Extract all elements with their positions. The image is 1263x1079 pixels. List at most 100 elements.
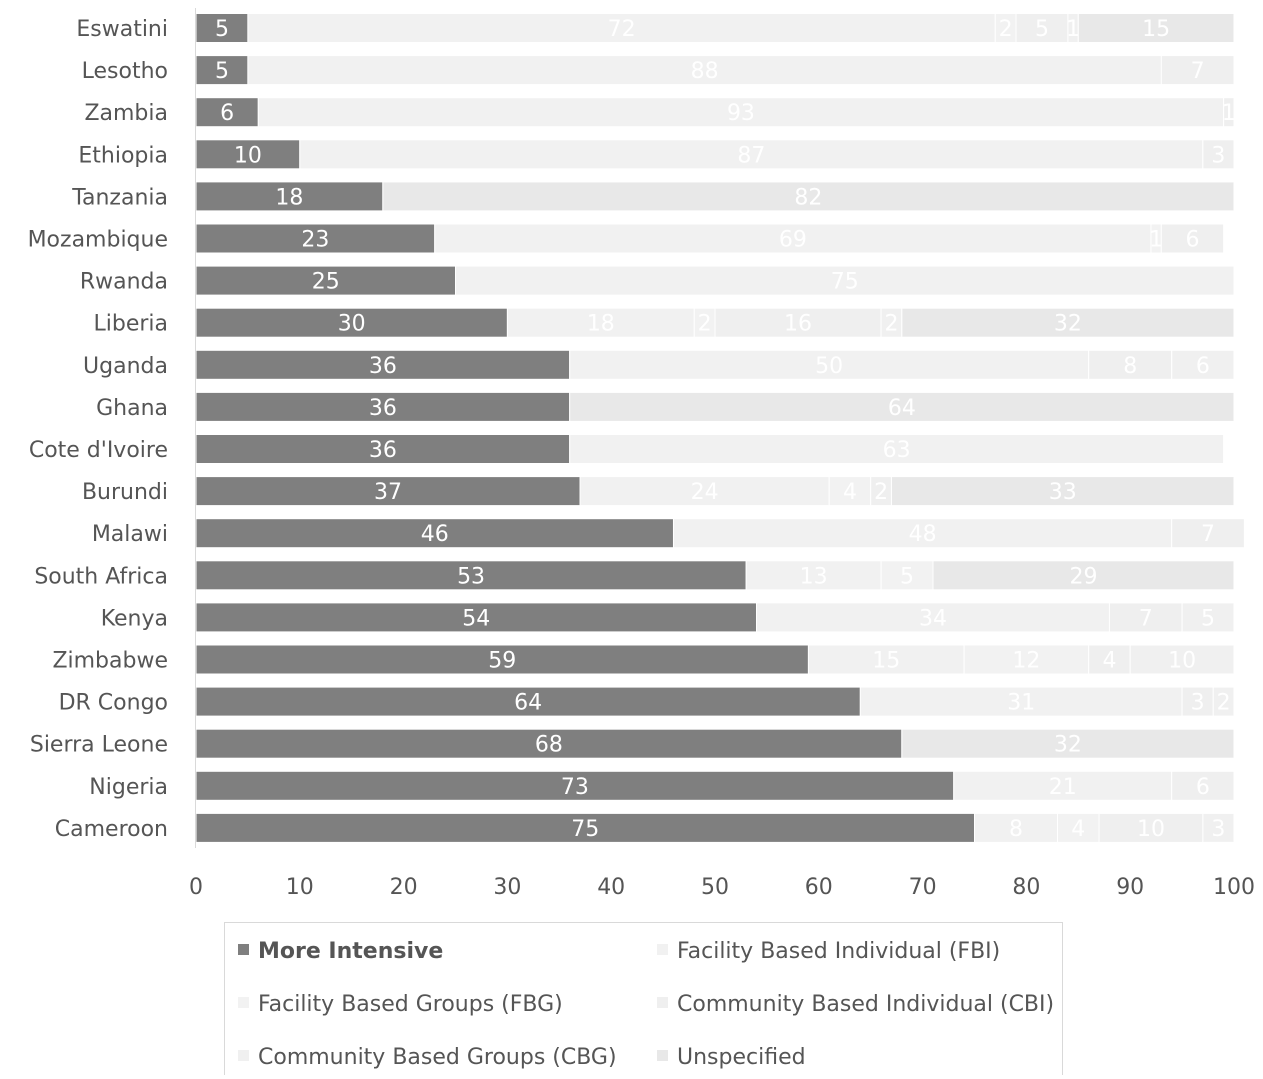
bar-cameroon-more-intensive bbox=[195, 812, 975, 843]
x-tick-label-20: 20 bbox=[390, 875, 418, 900]
data-label-mozambique-facility-based-groups-fbg: 1 bbox=[1149, 228, 1163, 253]
legend-label-more-intensive: More Intensive bbox=[258, 939, 443, 964]
bar-south-africa-facility-based-individual-fbi bbox=[745, 560, 882, 591]
data-label-lesotho-more-intensive: 5 bbox=[215, 59, 229, 84]
bar-zambia-more-intensive bbox=[195, 97, 259, 128]
legend-label-community-based-individual-cbi: Community Based Individual (CBI) bbox=[677, 992, 1054, 1017]
x-tick-label-60: 60 bbox=[805, 875, 833, 900]
category-label-mozambique: Mozambique bbox=[28, 228, 168, 253]
x-axis: 0 10 20 30 40 50 60 70 80 90 100 bbox=[189, 8, 1255, 900]
data-label-cameroon-community-based-individual-cbi: 10 bbox=[1137, 817, 1165, 842]
category-label-burundi: Burundi bbox=[82, 480, 168, 505]
data-label-mozambique-more-intensive: 23 bbox=[301, 228, 329, 253]
data-label-cameroon-community-based-groups-cbg: 3 bbox=[1211, 817, 1225, 842]
bar-ethiopia-facility-based-individual-fbi bbox=[299, 139, 1204, 170]
bar-uganda-community-based-groups-cbg bbox=[1171, 349, 1235, 380]
bar-burundi-unspecified bbox=[890, 476, 1235, 507]
data-label-ethiopia-more-intensive: 10 bbox=[234, 143, 262, 168]
data-label-cameroon-more-intensive: 75 bbox=[571, 817, 599, 842]
legend-label-facility-based-individual-fbi: Facility Based Individual (FBI) bbox=[677, 939, 1000, 964]
bar-south-africa-facility-based-groups-fbg bbox=[880, 560, 934, 591]
data-label-malawi-facility-based-individual-fbi: 48 bbox=[909, 522, 937, 547]
data-label-uganda-facility-based-individual-fbi: 50 bbox=[815, 354, 843, 379]
category-label-zambia: Zambia bbox=[84, 101, 168, 126]
data-label-zimbabwe-community-based-individual-cbi: 4 bbox=[1102, 649, 1116, 674]
bar-cameroon-community-based-individual-cbi bbox=[1098, 812, 1204, 843]
data-label-nigeria-community-based-individual-cbi: 6 bbox=[1196, 775, 1210, 800]
bar-lesotho-community-based-individual-cbi bbox=[1160, 55, 1235, 86]
data-label-zambia-facility-based-individual-fbi: 93 bbox=[727, 101, 755, 126]
data-label-burundi-unspecified: 33 bbox=[1049, 480, 1077, 505]
bar-cameroon-facility-based-individual-fbi bbox=[974, 812, 1059, 843]
category-label-nigeria: Nigeria bbox=[89, 775, 168, 800]
data-label-zimbabwe-facility-based-individual-fbi: 15 bbox=[872, 649, 900, 674]
data-label-cameroon-facility-based-individual-fbi: 8 bbox=[1009, 817, 1023, 842]
category-label-uganda: Uganda bbox=[83, 354, 168, 379]
data-label-eswatini-more-intensive: 5 bbox=[215, 17, 229, 42]
bar-eswatini-unspecified bbox=[1077, 13, 1235, 43]
data-label-sierra-leone-unspecified: 32 bbox=[1054, 733, 1082, 758]
data-label-dr-congo-community-based-groups-cbg: 2 bbox=[1217, 691, 1231, 716]
data-label-uganda-more-intensive: 36 bbox=[369, 354, 397, 379]
bar-cote-d-ivoire-facility-based-individual-fbi bbox=[569, 434, 1225, 464]
category-label-cameroon: Cameroon bbox=[55, 817, 168, 842]
data-label-lesotho-facility-based-individual-fbi: 88 bbox=[691, 59, 719, 84]
data-label-cote-d-ivoire-more-intensive: 36 bbox=[369, 438, 397, 463]
data-label-tanzania-more-intensive: 18 bbox=[275, 185, 303, 210]
x-tick-label-10: 10 bbox=[286, 875, 314, 900]
data-label-zimbabwe-community-based-groups-cbg: 10 bbox=[1168, 649, 1196, 674]
bar-dr-congo-facility-based-individual-fbi bbox=[859, 686, 1183, 717]
data-label-south-africa-unspecified: 29 bbox=[1069, 564, 1097, 589]
bar-nigeria-community-based-individual-cbi bbox=[1171, 770, 1235, 801]
bar-zambia-community-based-individual-cbi bbox=[1223, 97, 1235, 128]
bar-rwanda-more-intensive bbox=[195, 265, 456, 296]
data-label-burundi-facility-based-individual-fbi: 24 bbox=[691, 480, 719, 505]
data-label-kenya-community-based-individual-cbi: 7 bbox=[1139, 606, 1153, 631]
bar-mozambique-community-based-individual-cbi bbox=[1160, 223, 1225, 254]
category-label-dr-congo: DR Congo bbox=[59, 691, 168, 716]
legend-label-community-based-groups-cbg: Community Based Groups (CBG) bbox=[258, 1045, 617, 1070]
data-label-malawi-more-intensive: 46 bbox=[421, 522, 449, 547]
data-label-ethiopia-community-based-individual-cbi: 3 bbox=[1211, 143, 1225, 168]
data-label-mozambique-facility-based-individual-fbi: 69 bbox=[779, 228, 807, 253]
data-label-dr-congo-community-based-individual-cbi: 3 bbox=[1191, 691, 1205, 716]
data-label-rwanda-facility-based-individual-fbi: 75 bbox=[831, 270, 859, 295]
bar-zambia-facility-based-individual-fbi bbox=[257, 97, 1225, 128]
bar-tanzania-more-intensive bbox=[195, 181, 384, 212]
legend-border bbox=[224, 922, 1063, 1079]
data-label-eswatini-facility-based-groups-fbg: 2 bbox=[999, 17, 1013, 42]
bar-zimbabwe-community-based-groups-cbg bbox=[1129, 644, 1235, 675]
data-label-eswatini-community-based-groups-cbg: 1 bbox=[1066, 17, 1080, 42]
data-label-liberia-more-intensive: 30 bbox=[338, 312, 366, 337]
bar-uganda-more-intensive bbox=[195, 349, 571, 380]
data-label-south-africa-more-intensive: 53 bbox=[457, 564, 485, 589]
bar-rwanda-facility-based-individual-fbi bbox=[455, 265, 1235, 296]
data-label-ghana-unspecified: 64 bbox=[888, 396, 916, 421]
bar-dr-congo-community-based-individual-cbi bbox=[1181, 686, 1214, 717]
data-label-dr-congo-more-intensive: 64 bbox=[514, 691, 542, 716]
data-label-eswatini-unspecified: 15 bbox=[1142, 17, 1170, 42]
data-label-mozambique-community-based-individual-cbi: 6 bbox=[1185, 228, 1199, 253]
bar-burundi-facility-based-individual-fbi bbox=[579, 476, 830, 507]
data-label-zambia-community-based-individual-cbi: 1 bbox=[1222, 101, 1236, 126]
bar-cote-d-ivoire-more-intensive bbox=[195, 434, 571, 464]
data-label-eswatini-community-based-individual-cbi: 5 bbox=[1035, 17, 1049, 42]
data-label-uganda-community-based-groups-cbg: 6 bbox=[1196, 354, 1210, 379]
bar-south-africa-more-intensive bbox=[195, 560, 747, 591]
category-label-lesotho: Lesotho bbox=[82, 59, 168, 84]
data-label-south-africa-facility-based-individual-fbi: 13 bbox=[800, 564, 828, 589]
data-label-kenya-community-based-groups-cbg: 5 bbox=[1201, 606, 1215, 631]
bar-zimbabwe-more-intensive bbox=[195, 644, 809, 675]
bar-kenya-community-based-individual-cbi bbox=[1108, 602, 1183, 633]
category-label-sierra-leone: Sierra Leone bbox=[30, 733, 168, 758]
bar-kenya-community-based-groups-cbg bbox=[1181, 602, 1235, 633]
bar-sierra-leone-unspecified bbox=[901, 728, 1235, 759]
bar-eswatini-facility-based-individual-fbi bbox=[247, 13, 996, 43]
data-label-tanzania-unspecified: 82 bbox=[794, 185, 822, 210]
bar-tanzania-unspecified bbox=[382, 181, 1235, 212]
x-tick-label-90: 90 bbox=[1116, 875, 1144, 900]
data-label-burundi-more-intensive: 37 bbox=[374, 480, 402, 505]
bar-zimbabwe-facility-based-groups-fbg bbox=[963, 644, 1090, 675]
